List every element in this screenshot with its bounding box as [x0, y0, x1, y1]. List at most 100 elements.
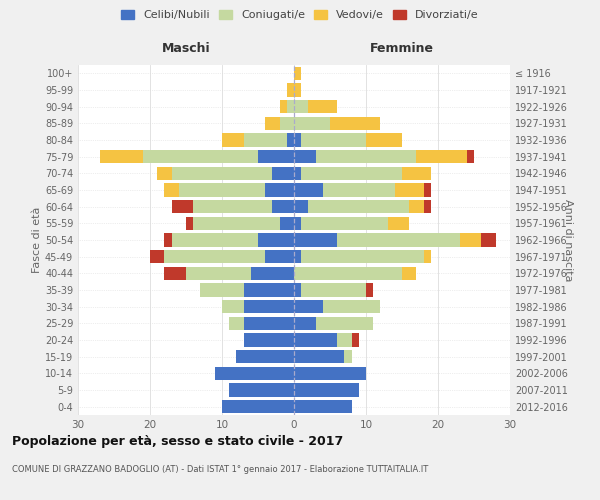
- Bar: [164, 184, 179, 196]
- Y-axis label: Anni di nascita: Anni di nascita: [563, 198, 573, 281]
- Bar: [100, 150, 143, 164]
- Bar: [294, 134, 301, 146]
- Bar: [272, 200, 294, 213]
- Bar: [301, 216, 388, 230]
- Bar: [294, 266, 402, 280]
- Bar: [308, 100, 337, 114]
- Bar: [424, 184, 431, 196]
- Bar: [467, 150, 474, 164]
- Bar: [236, 350, 294, 364]
- Bar: [222, 400, 294, 413]
- Bar: [409, 200, 424, 213]
- Bar: [424, 250, 431, 264]
- Bar: [265, 250, 294, 264]
- Bar: [294, 250, 301, 264]
- Bar: [287, 100, 294, 114]
- Bar: [179, 184, 265, 196]
- Bar: [280, 100, 287, 114]
- Bar: [244, 284, 294, 296]
- Bar: [366, 134, 402, 146]
- Bar: [294, 116, 330, 130]
- Bar: [294, 234, 337, 246]
- Bar: [244, 134, 287, 146]
- Bar: [294, 100, 308, 114]
- Bar: [215, 366, 294, 380]
- Legend: Celibi/Nubili, Coniugati/e, Vedovi/e, Divorziati/e: Celibi/Nubili, Coniugati/e, Vedovi/e, Di…: [117, 6, 483, 25]
- Bar: [301, 284, 366, 296]
- Bar: [424, 200, 431, 213]
- Bar: [186, 266, 251, 280]
- Bar: [344, 350, 352, 364]
- Bar: [294, 316, 316, 330]
- Bar: [222, 134, 244, 146]
- Bar: [193, 216, 280, 230]
- Bar: [294, 300, 323, 314]
- Bar: [301, 134, 366, 146]
- Bar: [229, 384, 294, 396]
- Bar: [308, 200, 409, 213]
- Bar: [280, 116, 294, 130]
- Bar: [294, 166, 301, 180]
- Bar: [244, 300, 294, 314]
- Bar: [395, 184, 424, 196]
- Text: Popolazione per età, sesso e stato civile - 2017: Popolazione per età, sesso e stato civil…: [12, 435, 343, 448]
- Bar: [294, 400, 352, 413]
- Bar: [287, 84, 294, 96]
- Bar: [481, 234, 496, 246]
- Bar: [301, 166, 402, 180]
- Bar: [157, 166, 172, 180]
- Bar: [316, 150, 416, 164]
- Bar: [294, 284, 301, 296]
- Bar: [244, 316, 294, 330]
- Bar: [352, 334, 359, 346]
- Bar: [143, 150, 258, 164]
- Bar: [316, 316, 373, 330]
- Bar: [294, 184, 323, 196]
- Bar: [244, 334, 294, 346]
- Bar: [323, 184, 395, 196]
- Bar: [172, 200, 193, 213]
- Bar: [164, 250, 265, 264]
- Y-axis label: Fasce di età: Fasce di età: [32, 207, 42, 273]
- Bar: [294, 66, 301, 80]
- Bar: [294, 334, 337, 346]
- Bar: [172, 234, 258, 246]
- Bar: [460, 234, 481, 246]
- Bar: [251, 266, 294, 280]
- Bar: [294, 216, 301, 230]
- Bar: [265, 116, 280, 130]
- Bar: [294, 150, 316, 164]
- Bar: [294, 366, 366, 380]
- Bar: [200, 284, 244, 296]
- Bar: [388, 216, 409, 230]
- Bar: [294, 200, 308, 213]
- Bar: [337, 334, 352, 346]
- Bar: [222, 300, 244, 314]
- Bar: [294, 350, 344, 364]
- Bar: [402, 266, 416, 280]
- Bar: [272, 166, 294, 180]
- Bar: [294, 384, 359, 396]
- Bar: [323, 300, 380, 314]
- Text: Femmine: Femmine: [370, 42, 434, 55]
- Bar: [193, 200, 272, 213]
- Bar: [301, 250, 424, 264]
- Bar: [337, 234, 460, 246]
- Bar: [402, 166, 431, 180]
- Bar: [258, 234, 294, 246]
- Bar: [287, 134, 294, 146]
- Bar: [265, 184, 294, 196]
- Bar: [280, 216, 294, 230]
- Bar: [330, 116, 380, 130]
- Bar: [229, 316, 244, 330]
- Bar: [186, 216, 193, 230]
- Text: Maschi: Maschi: [161, 42, 211, 55]
- Bar: [164, 266, 186, 280]
- Bar: [294, 84, 301, 96]
- Bar: [416, 150, 467, 164]
- Bar: [150, 250, 164, 264]
- Bar: [366, 284, 373, 296]
- Bar: [258, 150, 294, 164]
- Bar: [172, 166, 272, 180]
- Bar: [164, 234, 172, 246]
